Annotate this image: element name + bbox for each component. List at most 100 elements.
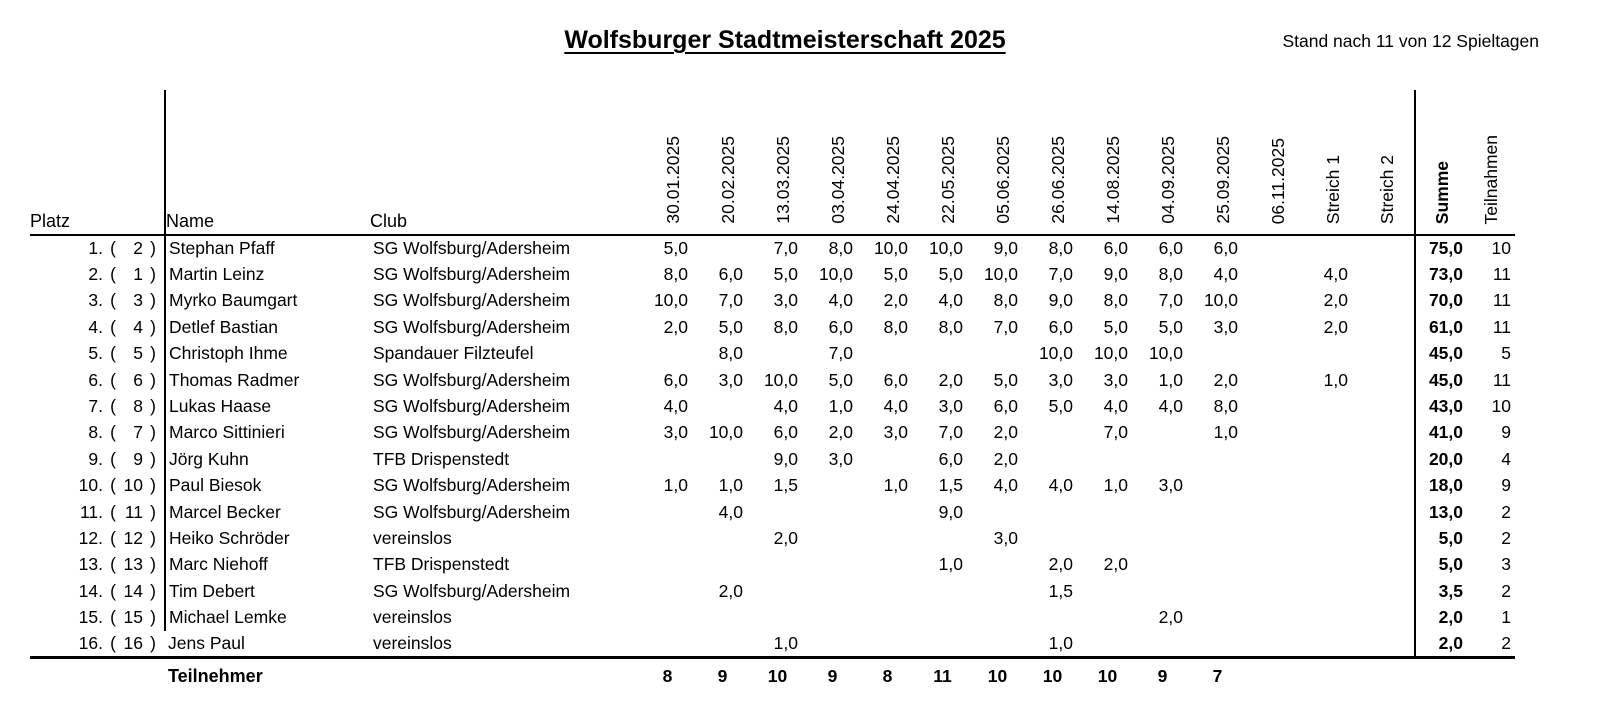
footer-count-cell [1250, 655, 1305, 694]
club-cell: SG Wolfsburg/Adersheim [373, 475, 571, 496]
score-cell: 1,5 [938, 475, 963, 496]
teilnahmen-cell: 3 [1501, 554, 1511, 575]
day-header-label: 26.06.2025 [1047, 136, 1068, 224]
paren-open: ( [110, 238, 116, 259]
score-cell [1250, 578, 1305, 604]
name-cell: Myrko Baumgart [164, 287, 370, 315]
club-cell: SG Wolfsburg/Adersheim [373, 238, 571, 259]
teilnahmen-cell: 10 [1491, 396, 1511, 417]
rank: 13. [78, 554, 103, 575]
score-cell: 6,0 [993, 396, 1018, 417]
score-cell: 6,0 [1213, 238, 1238, 259]
score-cell [1085, 604, 1140, 630]
summe-header-label: Summe [1431, 160, 1452, 224]
score-cell: 7,0 [718, 290, 743, 311]
score-cell: 10,0 [1148, 343, 1183, 364]
footer-spacer [30, 655, 165, 694]
score-cell [865, 499, 920, 525]
summe-cell: 45,0 [1414, 366, 1467, 394]
teilnahmen-cell: 2 [1501, 501, 1511, 522]
footer-count-cell: 8 [865, 655, 920, 694]
teilnahmen-header-label: Teilnahmen [1481, 134, 1501, 225]
rank: 12. [78, 527, 103, 548]
score-cell [1140, 525, 1195, 551]
rank: 10. [78, 475, 103, 496]
score-cell [865, 604, 920, 630]
platz-cell: 9. (9) [30, 446, 165, 472]
previous-rank: 10 [123, 475, 143, 496]
previous-rank: 5 [133, 343, 143, 364]
paren-close: ) [150, 396, 156, 417]
score-cell [1250, 367, 1305, 393]
summe-cell: 75,0 [1414, 235, 1467, 262]
footer-spacer [370, 655, 645, 694]
paren-close: ) [150, 527, 156, 548]
score-cell: 10,0 [763, 369, 798, 390]
score-cell [1250, 446, 1305, 472]
platz-cell: 11. (11) [30, 499, 165, 525]
score-cell: 8,0 [773, 316, 798, 337]
paren-open: ( [110, 554, 116, 575]
club-cell: SG Wolfsburg/Adersheim [373, 422, 571, 443]
score-cell: 4,0 [1103, 396, 1128, 417]
name-cell: Jens Paul [168, 632, 245, 653]
club-cell: vereinslos [373, 632, 452, 653]
score-cell [1305, 420, 1360, 446]
footer-label: Teilnehmer [165, 655, 370, 694]
day-header-label: 06.11.2025 [1267, 137, 1288, 224]
score-cell [1250, 552, 1305, 578]
score-cell: 5,0 [718, 316, 743, 337]
previous-rank: 15 [123, 607, 143, 628]
rank: 7. [88, 396, 103, 417]
score-cell [755, 341, 810, 367]
rank: 15. [78, 607, 103, 628]
score-cell: 8,0 [663, 264, 688, 285]
score-cell [865, 446, 920, 472]
score-cell [1195, 525, 1250, 551]
score-cell: 4,0 [718, 501, 743, 522]
score-cell: 10,0 [1093, 343, 1128, 364]
rank: 14. [78, 580, 103, 601]
teilnahmen-cell: 5 [1501, 343, 1511, 364]
day-header-label: 13.03.2025 [772, 136, 793, 224]
summe-cell: 5,0 [1414, 551, 1467, 579]
club-cell: SG Wolfsburg/Adersheim [373, 369, 571, 390]
day-header: 20.02.2025 [700, 90, 755, 236]
rank: 5. [88, 343, 103, 364]
day-header: 04.09.2025 [1140, 90, 1195, 236]
score-cell: 8,0 [938, 316, 963, 337]
score-cell [1030, 499, 1085, 525]
score-cell: 4,0 [938, 290, 963, 311]
score-cell: 6,0 [938, 448, 963, 469]
paren-close: ) [150, 316, 156, 337]
col-header-club: Club [370, 90, 645, 236]
club-cell: SG Wolfsburg/Adersheim [373, 264, 571, 285]
score-cell: 5,0 [663, 238, 688, 259]
score-cell [920, 578, 975, 604]
platz-cell: 14. (14) [30, 578, 165, 604]
footer-count-cell: 9 [810, 655, 865, 694]
paren-close: ) [150, 632, 156, 653]
day-header-label: 24.04.2025 [882, 136, 903, 224]
paren-open: ( [110, 343, 116, 364]
rank: 6. [88, 369, 103, 390]
day-header-label: 22.05.2025 [937, 136, 958, 224]
score-cell [1195, 604, 1250, 630]
score-cell [1140, 578, 1195, 604]
score-cell [700, 446, 755, 472]
score-cell: 6,0 [828, 316, 853, 337]
score-cell [645, 578, 700, 604]
score-cell [1030, 420, 1085, 446]
paren-open: ( [110, 607, 116, 628]
table-row: 16. (16) Jens Paul vereinslos 1,0 1,0 2,0 2 [30, 630, 1515, 658]
score-cell: 6,0 [883, 369, 908, 390]
score-cell [1360, 261, 1415, 287]
rank: 8. [88, 422, 103, 443]
score-cell: 2,0 [828, 422, 853, 443]
score-cell [1250, 393, 1305, 419]
rank: 9. [88, 448, 103, 469]
table-row: 12. (12) Heiko Schröder vereinslos 2,0 3,0 5,0… [30, 525, 1515, 552]
score-cell [645, 525, 700, 551]
previous-rank: 14 [123, 580, 143, 601]
score-cell [1305, 631, 1360, 657]
